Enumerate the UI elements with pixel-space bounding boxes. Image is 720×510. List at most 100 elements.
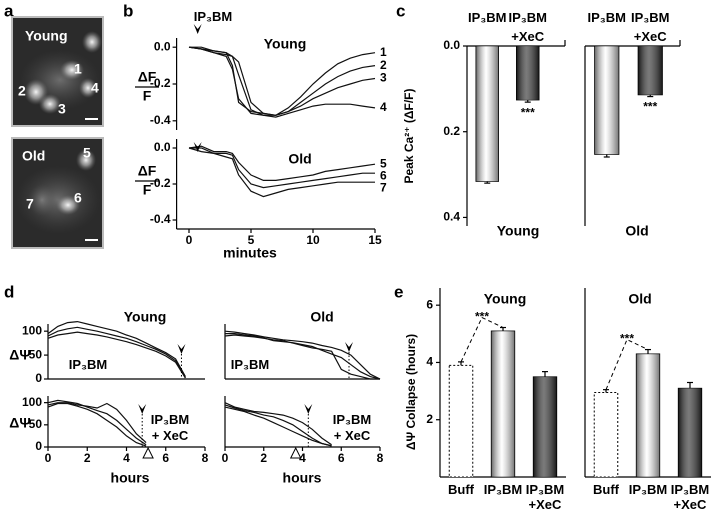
x-tick-label: IP₃BM +XeC [670, 482, 710, 510]
x-tick-label: 8 [202, 451, 209, 465]
trace [224, 404, 332, 447]
y-tick-label: -0.4 [150, 212, 171, 226]
trace [224, 330, 381, 380]
trace [188, 46, 376, 116]
x-tick-label: Buff [448, 482, 474, 497]
y-tick-label: 100 [22, 395, 42, 409]
x-tick-label: 2 [84, 451, 91, 465]
x-tick-label: 6 [338, 451, 345, 465]
bar-shade [516, 46, 540, 100]
chart-title: Old [628, 291, 651, 307]
chart-title: Young [264, 36, 307, 52]
y-axis-label: ΔΨ [9, 415, 30, 431]
y-tick-label: -0.4 [150, 113, 171, 127]
y-tick-label: 0 [35, 439, 42, 453]
annotation: IP₃BM [230, 357, 270, 372]
bar-shade [678, 388, 702, 477]
trace-label: 5 [380, 156, 387, 170]
trace-label: 2 [380, 58, 387, 72]
y-tick-label: 0 [35, 371, 42, 385]
x-tick-label: 15 [368, 233, 382, 247]
x-tick-label: 0 [222, 451, 229, 465]
chart-title: Old [310, 309, 333, 325]
bar-shade [475, 46, 499, 182]
significance: *** [521, 105, 535, 119]
x-axis-label: hours [283, 470, 322, 486]
y-tick-label: 0.0 [154, 39, 171, 53]
cell-label: 7 [26, 196, 34, 212]
trace [225, 333, 381, 380]
y-tick-label: 0.0 [154, 140, 171, 154]
x-tick-label: 6 [162, 451, 169, 465]
trace-label: 7 [380, 180, 387, 194]
chart-title: Young [484, 291, 527, 307]
significance: *** [475, 310, 489, 324]
stimulus-arrow [193, 24, 202, 34]
stimulus-arrow [345, 342, 353, 352]
image-title: Young [25, 28, 68, 44]
annotation: IP₃BM + XeC [150, 412, 190, 443]
trace [47, 402, 147, 444]
y-axis-label: ΔF [138, 69, 157, 85]
y-axis-label-denominator: F [143, 88, 152, 104]
chart-title: Young [124, 309, 167, 325]
panel-label: a [4, 1, 14, 20]
panel-label: d [4, 282, 14, 301]
trace [47, 326, 186, 378]
bar-shade [594, 46, 619, 155]
x-tick-label: IP₃BM [587, 10, 626, 25]
chart-title: Young [497, 223, 540, 239]
cell-label: 1 [74, 61, 82, 77]
micrograph-young: Young 1 2 3 4 [11, 16, 104, 127]
trace [189, 46, 376, 116]
trace-label: 4 [380, 100, 387, 114]
stimulus-arrow [304, 404, 313, 414]
y-tick-label: 0.0 [443, 38, 460, 52]
trace-label: 6 [380, 168, 387, 182]
stimulus-arrow [177, 344, 186, 354]
y-tick-label: 50 [29, 347, 43, 361]
micrograph-old: Old 5 6 7 [11, 137, 104, 249]
trace [224, 334, 380, 380]
collapse-marker [289, 446, 302, 459]
x-tick-label: IP₃BM +XeC [630, 10, 670, 44]
significance: *** [620, 332, 634, 346]
y-axis-label: ΔF [138, 163, 157, 179]
image-title: Old [22, 148, 45, 164]
x-tick-label: IP₃BM +XeC [508, 10, 547, 44]
x-tick-label: 10 [306, 233, 320, 247]
cell-label: 5 [83, 145, 91, 161]
x-tick-label: Buff [593, 482, 619, 497]
bar-shade [533, 376, 557, 477]
trace [47, 331, 186, 379]
x-tick-label: 4 [299, 451, 306, 465]
bar [593, 392, 619, 478]
trace [189, 147, 375, 189]
x-axis-label: minutes [223, 245, 277, 261]
trace-label: 3 [380, 71, 387, 85]
trace [47, 402, 147, 447]
cell-label: 6 [74, 190, 82, 206]
cell-label: 4 [91, 80, 99, 96]
bar-shade [638, 46, 663, 95]
panel-label: e [394, 282, 403, 301]
panel-label: b [123, 1, 133, 20]
x-tick-label: IP₃BM [467, 10, 507, 25]
bar-shade [491, 330, 515, 477]
x-tick-label: 4 [123, 451, 130, 465]
y-tick-label: 50 [29, 417, 43, 431]
y-axis-label: ΔΨ Collapse (hours) [404, 334, 418, 450]
chart-title: Old [625, 223, 648, 239]
y-tick-label: -0.2 [150, 176, 171, 190]
x-tick-label: 0 [45, 451, 52, 465]
y-tick-label: 0.2 [443, 124, 460, 138]
panel-label: c [396, 1, 405, 20]
y-tick-label: 0.4 [443, 210, 460, 224]
chart-title: Old [288, 151, 311, 167]
trace [188, 46, 376, 118]
significance: *** [643, 100, 657, 114]
y-axis-label-denominator: F [143, 182, 152, 198]
annotation: IP₃BM [68, 357, 108, 372]
